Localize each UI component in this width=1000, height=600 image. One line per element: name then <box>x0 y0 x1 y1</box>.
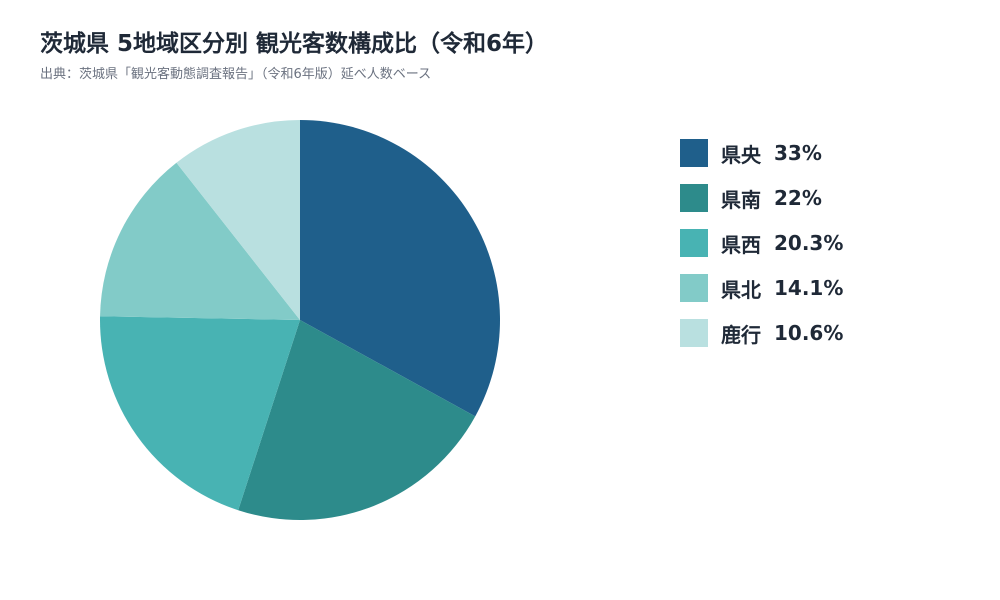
legend-item: 県北 14.1% <box>680 274 843 302</box>
pie-slice-県西 <box>100 316 300 511</box>
legend-swatch <box>680 229 708 257</box>
legend-value: 14.1% <box>774 276 844 300</box>
legend-swatch <box>680 139 708 167</box>
legend-label: 県央 <box>721 142 761 167</box>
pie-slice-県南 <box>238 320 476 520</box>
pie-chart <box>100 120 500 520</box>
legend-label: 県西 <box>721 232 761 257</box>
legend-label: 県南 <box>721 187 761 212</box>
pie-slice-県央 <box>300 120 500 417</box>
legend: 県央 33% 県南 22% 県西 20.3% 県北 14.1% 鹿行 10.6% <box>680 139 843 364</box>
pie-slice-県北 <box>100 162 301 320</box>
legend-item: 県南 22% <box>680 184 843 212</box>
legend-value: 22% <box>774 186 822 210</box>
chart-title: 茨城県 5地域区分別 観光客数構成比（令和6年） <box>40 31 549 57</box>
legend-item: 県央 33% <box>680 139 843 167</box>
legend-value: 20.3% <box>774 231 844 255</box>
legend-value: 10.6% <box>774 321 844 345</box>
legend-label: 県北 <box>721 277 761 302</box>
legend-item: 県西 20.3% <box>680 229 843 257</box>
pie-slice-鹿行 <box>176 120 300 320</box>
legend-swatch <box>680 319 708 347</box>
legend-swatch <box>680 184 708 212</box>
legend-swatch <box>680 274 708 302</box>
chart-subtitle: 出典：茨城県「観光客動態調査報告」（令和6年版）延べ人数ベース <box>40 67 432 82</box>
legend-label: 鹿行 <box>721 322 761 347</box>
legend-value: 33% <box>774 141 822 165</box>
legend-item: 鹿行 10.6% <box>680 319 843 347</box>
